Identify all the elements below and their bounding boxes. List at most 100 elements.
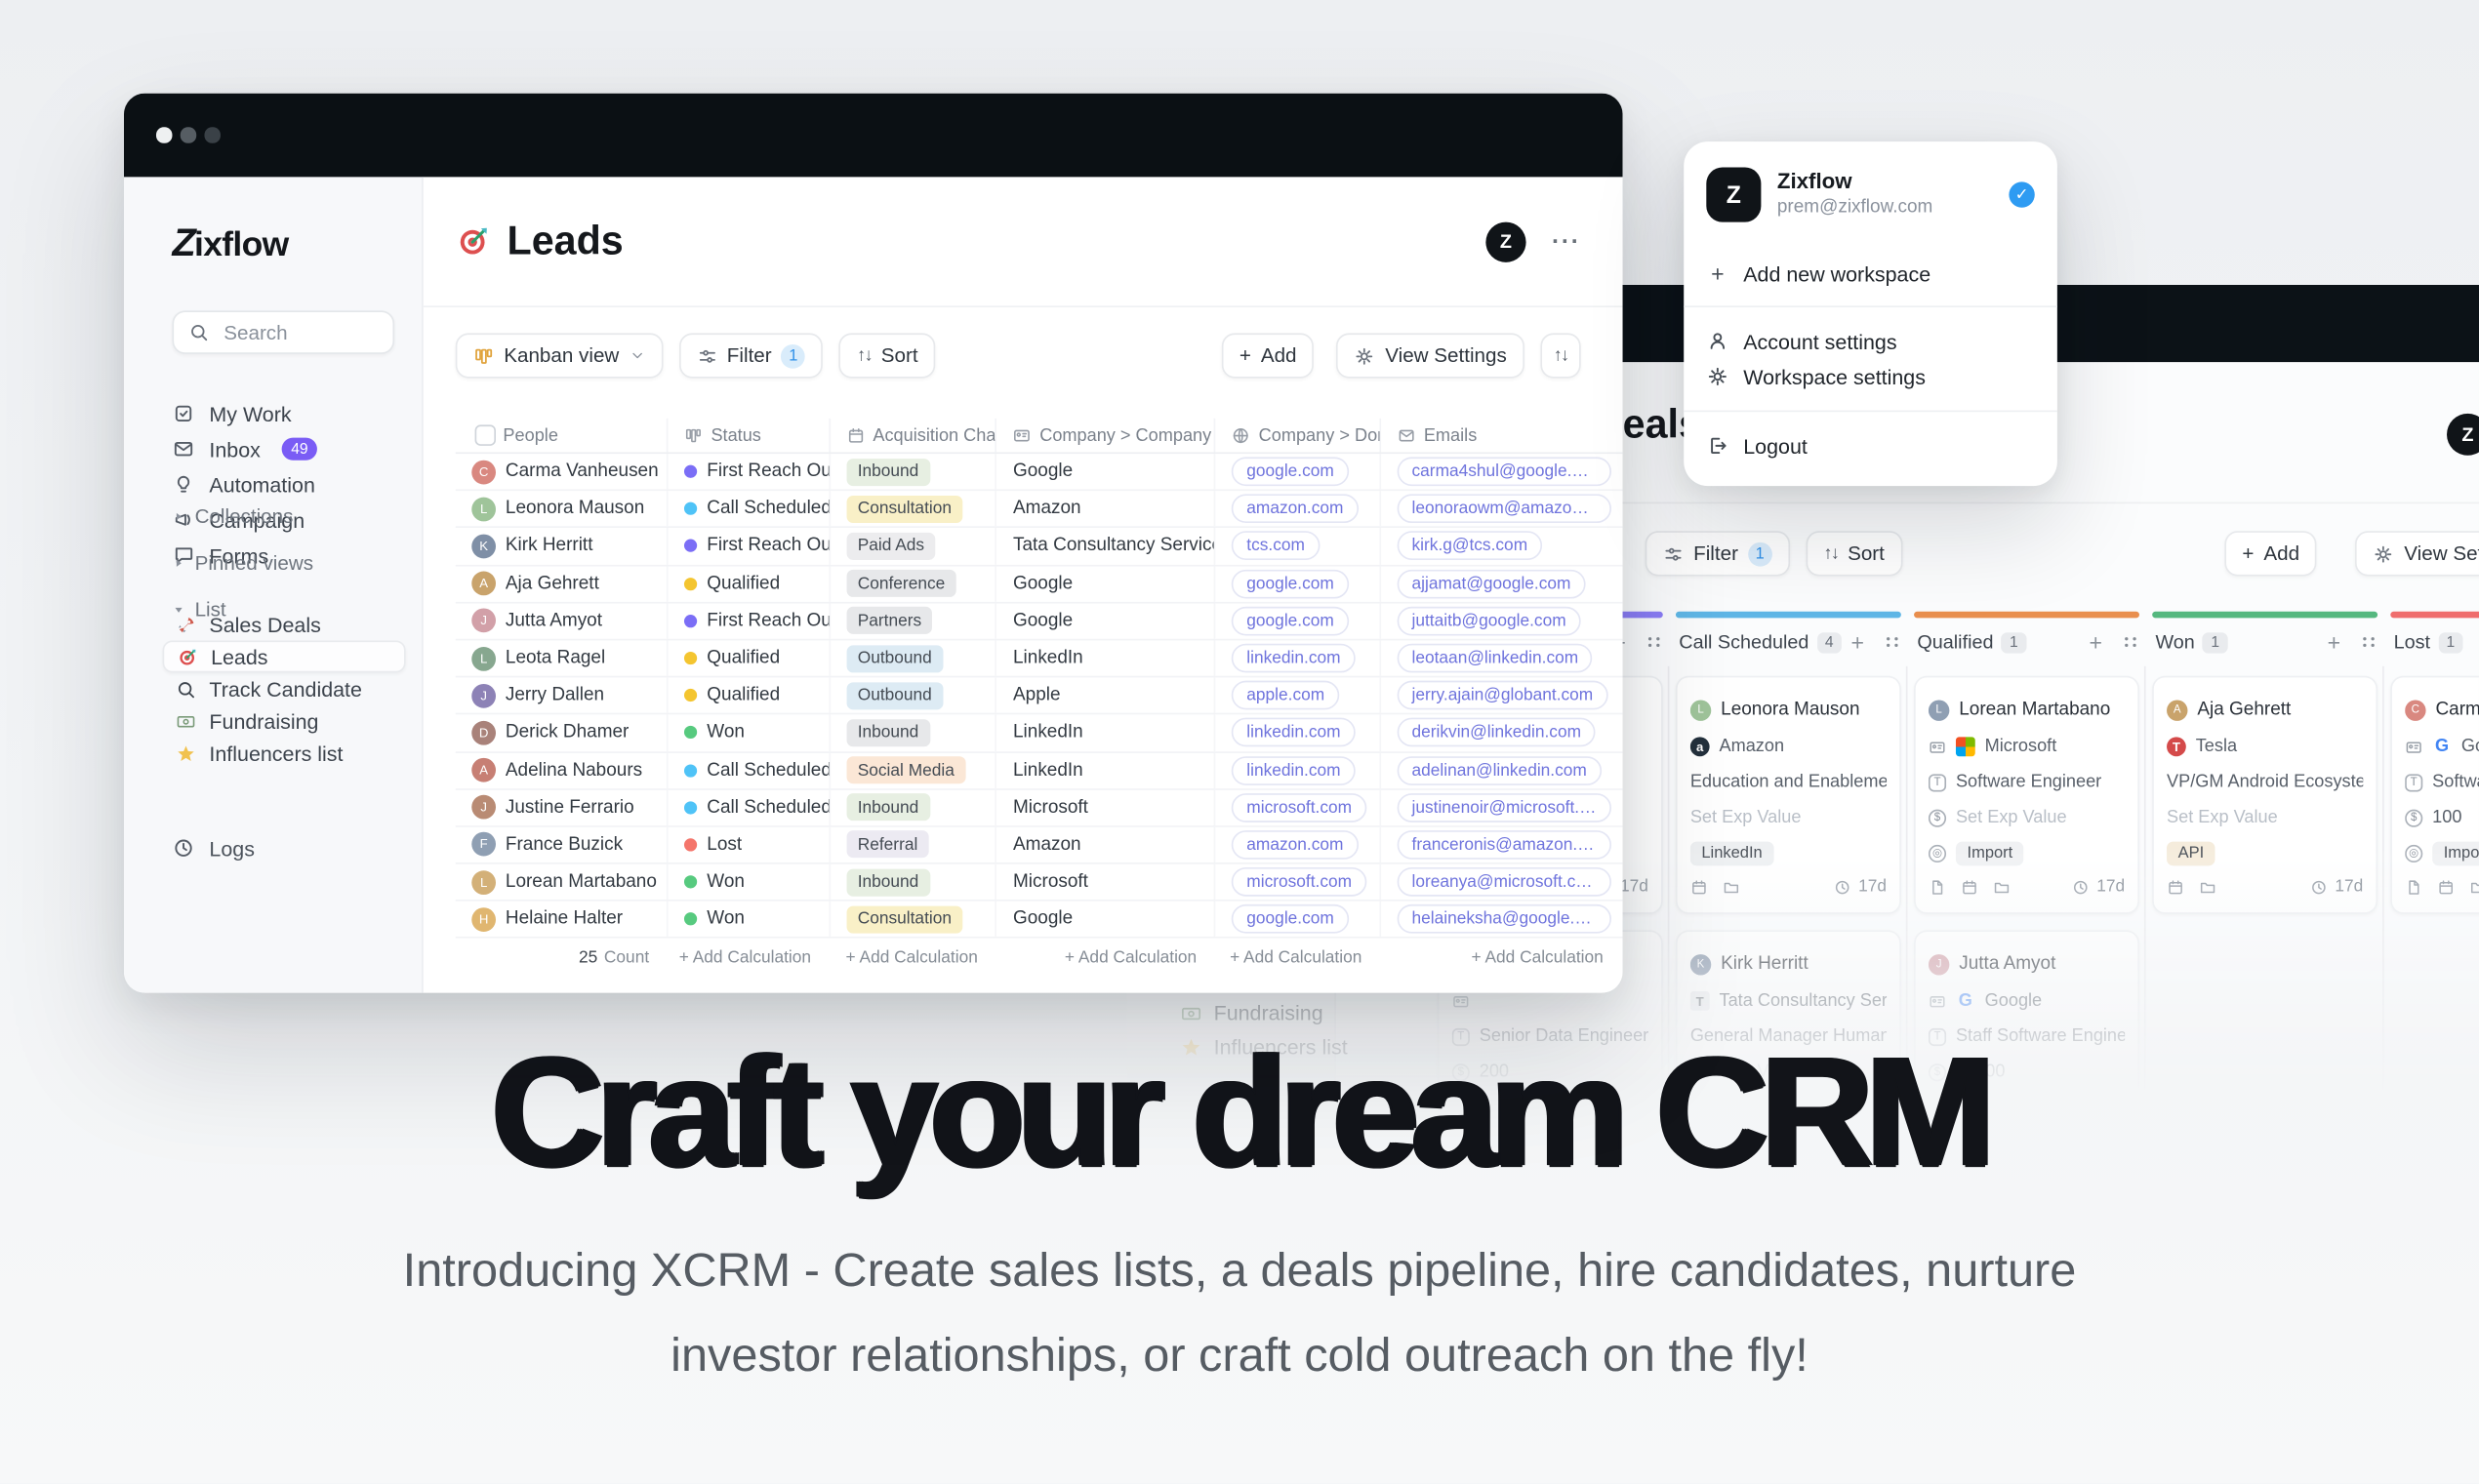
table-row[interactable]: A Adelina Nabours Call Scheduled Social Med… [455, 752, 1623, 790]
sort-button[interactable]: ↑↓ Sort [838, 333, 936, 379]
drag-handle-icon[interactable] [2362, 635, 2375, 650]
menu-item-account-settings[interactable]: Account settings [1706, 322, 2034, 361]
email-pill[interactable]: justinenoir@microsoft.co... [1397, 792, 1612, 822]
email-pill[interactable]: loreanya@microsoft.com [1397, 867, 1612, 897]
sidebar-item-influencers-list[interactable]: Influencers list [163, 737, 406, 769]
kanban-card[interactable]: K Kirk Herritt T Tata Consultancy Services G… [1675, 930, 1901, 1140]
channel-chip[interactable]: Referral [846, 830, 929, 859]
source-tag[interactable]: LinkedIn [1689, 840, 1774, 865]
kanban-card[interactable]: A Aja Gehrett T Tesla VP/GM Android Ecosyste… [2152, 675, 2378, 914]
domain-pill[interactable]: apple.com [1232, 681, 1340, 710]
sidebar-item-influencers-list[interactable]: Influencers list [1180, 1035, 1348, 1059]
add-calculation-button[interactable]: + Add Calculation [669, 939, 831, 978]
email-pill[interactable]: carma4shul@google.com [1397, 457, 1612, 487]
table-row[interactable]: L Leonora Mauson Call Scheduled Consultatio… [455, 491, 1623, 529]
add-card-icon[interactable]: + [2327, 628, 2341, 656]
more-options-icon[interactable]: ··· [1551, 227, 1581, 256]
sidebar-item-my-work[interactable]: My Work [172, 396, 402, 431]
channel-chip[interactable]: Inbound [846, 793, 930, 822]
sidebar-section-collections[interactable]: Collections [172, 493, 402, 540]
sidebar-item-fundraising[interactable]: Fundraising [163, 704, 406, 737]
table-row[interactable]: H Helaine Halter Won Consultation Google goog… [455, 902, 1623, 940]
table-row[interactable]: L Lorean Martabano Won Inbound Microsoft micr… [455, 863, 1623, 902]
sidebar-item-track-candidate[interactable]: Track Candidate [163, 672, 406, 704]
filter-button[interactable]: Filter 1 [678, 333, 824, 379]
drag-handle-icon[interactable] [2123, 635, 2135, 650]
domain-pill[interactable]: google.com [1232, 457, 1349, 487]
user-avatar[interactable]: Z [1485, 221, 1526, 262]
channel-chip[interactable]: Inbound [846, 458, 930, 486]
source-tag[interactable]: Import [1955, 1095, 2024, 1120]
filter-button[interactable]: Filter 1 [1645, 531, 1790, 577]
add-button[interactable]: + Add [1221, 333, 1315, 379]
sort-button[interactable]: ↑↓ Sort [1806, 531, 1903, 577]
source-tag[interactable]: Import [2432, 840, 2479, 865]
domain-pill[interactable]: microsoft.com [1232, 867, 1366, 897]
table-row[interactable]: D Derick Dhamer Won Inbound LinkedIn linkedin… [455, 714, 1623, 753]
view-settings-button[interactable]: View Settings [1336, 333, 1524, 379]
channel-chip[interactable]: Social Media [846, 756, 966, 784]
email-pill[interactable]: leonoraowm@amazon.co... [1397, 494, 1612, 524]
add-calculation-button[interactable]: + Add Calculation [1381, 939, 1622, 978]
sidebar-section-pinned-views[interactable]: Pinned views [172, 540, 402, 586]
search-input[interactable] [220, 319, 379, 345]
domain-pill[interactable]: google.com [1232, 606, 1349, 636]
source-tag[interactable]: Import [1955, 840, 2024, 865]
drag-handle-icon[interactable] [1885, 635, 1897, 650]
email-pill[interactable]: kirk.g@tcs.com [1397, 532, 1542, 561]
table-row[interactable]: J Jutta Amyot First Reach Out Partners Googl… [455, 603, 1623, 641]
menu-item-add-workspace[interactable]: + Add new workspace [1706, 255, 2034, 294]
email-pill[interactable]: juttaitb@google.com [1397, 606, 1581, 636]
source-tag[interactable]: API [2167, 840, 2215, 865]
email-pill[interactable]: franceronis@amazon.co... [1397, 830, 1612, 860]
domain-pill[interactable]: google.com [1232, 904, 1349, 935]
traffic-light-minimize[interactable] [180, 127, 196, 143]
menu-item-workspace-settings[interactable]: Workspace settings [1706, 357, 2034, 396]
email-pill[interactable]: leotaan@linkedin.com [1397, 643, 1594, 673]
channel-chip[interactable]: Consultation [846, 905, 963, 934]
kanban-card[interactable]: L Leonora Mauson a Amazon Education and Enab… [1675, 675, 1901, 914]
domain-pill[interactable]: google.com [1232, 569, 1349, 598]
channel-chip[interactable]: Outbound [846, 681, 944, 709]
sidebar-item-leads[interactable]: Leads [162, 640, 406, 673]
row-height-button[interactable]: ↑↓ [1540, 333, 1581, 379]
domain-pill[interactable]: amazon.com [1232, 830, 1359, 860]
drag-handle-icon[interactable] [1646, 635, 1659, 650]
sidebar-item-campaign[interactable]: Campaign [172, 502, 402, 538]
menu-item-logout[interactable]: Logout [1706, 426, 2034, 465]
table-row[interactable]: F France Buzick Lost Referral Amazon amazon.c… [455, 826, 1623, 864]
domain-pill[interactable]: amazon.com [1232, 494, 1359, 524]
sidebar-item-automation[interactable]: Automation [172, 466, 402, 501]
view-switcher-button[interactable]: Kanban view [455, 333, 663, 379]
table-row[interactable]: J Jerry Dallen Qualified Outbound Apple apple… [455, 677, 1623, 715]
channel-chip[interactable]: Partners [846, 607, 933, 635]
sidebar-item-inbox[interactable]: Inbox 49 [172, 431, 402, 466]
add-calculation-button[interactable]: + Add Calculation [831, 939, 997, 978]
traffic-light-zoom[interactable] [204, 127, 221, 143]
add-card-icon[interactable]: + [2089, 628, 2103, 656]
email-pill[interactable]: jerry.ajain@globant.com [1397, 681, 1608, 710]
add-calculation-button[interactable]: + Add Calculation [997, 939, 1216, 978]
add-card-icon[interactable]: + [1850, 628, 1864, 656]
table-row[interactable]: L Leota Ragel Qualified Outbound LinkedIn lin… [455, 640, 1623, 678]
table-row[interactable]: J Justine Ferrario Call Scheduled Inbound Mi… [455, 789, 1623, 827]
workspace-row[interactable]: Z Zixflow prem@zixflow.com ✓ [1706, 163, 2035, 227]
select-all-checkbox[interactable] [474, 424, 496, 446]
channel-chip[interactable]: Consultation [846, 495, 963, 523]
domain-pill[interactable]: tcs.com [1232, 532, 1320, 561]
search-box[interactable] [172, 310, 395, 354]
domain-pill[interactable]: linkedin.com [1232, 643, 1356, 673]
sidebar-item-fundraising[interactable]: Fundraising [1180, 1001, 1323, 1025]
sidebar-item-forms[interactable]: Forms [172, 538, 402, 573]
table-row[interactable]: K Kirk Herritt First Reach Out Paid Ads Tata… [455, 528, 1623, 566]
channel-chip[interactable]: Paid Ads [846, 532, 936, 560]
channel-chip[interactable]: Conference [846, 570, 956, 598]
kanban-card[interactable]: C Carma Vanheusen G Google T Software Enginee… [2390, 675, 2479, 914]
email-pill[interactable]: ajjamat@google.com [1397, 569, 1586, 598]
kanban-card[interactable]: L Lorean Martabano Microsoft T Software Engi… [1914, 675, 2139, 914]
add-button[interactable]: + Add [2224, 531, 2318, 577]
email-pill[interactable]: helaineksha@google.com [1397, 904, 1612, 935]
sidebar-item-sales-deals[interactable]: Sales Deals [163, 608, 406, 640]
channel-chip[interactable]: Outbound [846, 644, 944, 672]
kanban-card[interactable]: J Jutta Amyot G Google T Staff Software Engin… [1914, 930, 2139, 1140]
